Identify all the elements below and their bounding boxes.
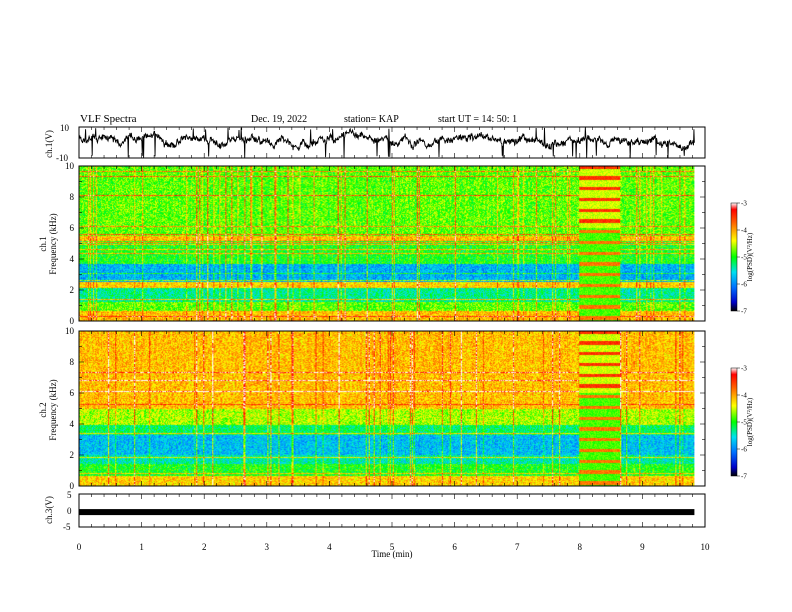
ch1-ytick-bottom: -10 — [56, 153, 68, 163]
x-tick-label: 4 — [327, 542, 332, 552]
ch1-spectrogram-image — [79, 166, 695, 321]
header-date: Dec. 19, 2022 — [251, 114, 307, 125]
x-tick-label: 5 — [390, 542, 395, 552]
ch3-waveform-ylabel: ch.3(V) — [44, 496, 54, 524]
colorbar-tick-label: -3 — [741, 365, 747, 373]
ch3-waveform-trace — [79, 509, 695, 516]
x-tick-label: 0 — [77, 542, 82, 552]
x-tick-label: 7 — [515, 542, 520, 552]
y-tick-label: 10 — [65, 161, 75, 171]
header-start-time: start UT = 14: 50: 1 — [438, 114, 517, 125]
colorbar-tick-label: -5 — [741, 419, 747, 427]
colorbar-tick-label: -7 — [741, 473, 747, 481]
colorbar-tick-label: -4 — [741, 392, 747, 400]
ch2-spectrogram-image — [79, 331, 695, 486]
ch2-spectrogram-ylabel-channel: ch.2 — [38, 402, 48, 417]
colorbar-tick-label: -6 — [741, 446, 747, 454]
header-station: station= KAP — [344, 114, 399, 125]
y-tick-label: 6 — [70, 388, 75, 398]
colorbar-tick-label: -5 — [741, 254, 747, 262]
ch1-waveform-trace — [78, 127, 695, 158]
y-tick-label: 4 — [70, 254, 75, 264]
y-tick-label: 2 — [70, 285, 75, 295]
ch3-ytick-bottom: -5 — [63, 522, 71, 532]
colorbar-tick-label: -7 — [741, 308, 747, 316]
y-tick-label: 4 — [70, 419, 75, 429]
ch1-colorbar-label: log(PSD)(V²/Hz) — [746, 232, 754, 281]
ch1-ytick-top: 10 — [60, 123, 70, 133]
y-tick-label: 0 — [70, 316, 75, 326]
x-tick-label: 6 — [452, 542, 457, 552]
ch1-waveform-ylabel: ch.1(V) — [44, 130, 54, 158]
y-tick-label: 8 — [70, 357, 75, 367]
ch2-colorbar — [730, 367, 738, 477]
ch1-colorbar — [730, 202, 738, 312]
figure-title: VLF Spectra — [80, 113, 137, 125]
ch2-spectrogram-ylabel-frequency: Frequency (kHz) — [48, 379, 58, 440]
ch2-colorbar-label: log(PSD)(V²/Hz) — [746, 397, 754, 446]
x-tick-label: 8 — [578, 542, 583, 552]
y-tick-label: 8 — [70, 192, 75, 202]
x-tick-label: 10 — [701, 542, 711, 552]
x-axis-label: Time (min) — [372, 549, 413, 559]
y-tick-label: 2 — [70, 450, 75, 460]
ch1-spectrogram-ylabel-channel: ch.1 — [38, 236, 48, 251]
y-tick-label: 0 — [70, 481, 75, 491]
ch3-waveform-panel: 5 0 -5 ch.3(V) — [44, 490, 706, 532]
ch3-ytick-top: 5 — [67, 490, 72, 500]
colorbar-tick-label: -3 — [741, 200, 747, 208]
x-tick-label: 2 — [202, 542, 207, 552]
ch1-waveform-panel: 10 -10 ch.1(V) — [44, 123, 706, 163]
ch1-spectrogram-ylabel-frequency: Frequency (kHz) — [48, 213, 58, 274]
ch3-ytick-mid: 0 — [67, 506, 72, 516]
y-tick-label: 6 — [70, 223, 75, 233]
y-tick-label: 10 — [65, 326, 75, 336]
x-tick-label: 1 — [139, 542, 144, 552]
x-tick-label: 9 — [640, 542, 645, 552]
x-tick-label: 3 — [265, 542, 270, 552]
colorbar-tick-label: -6 — [741, 281, 747, 289]
colorbar-tick-label: -4 — [741, 227, 747, 235]
